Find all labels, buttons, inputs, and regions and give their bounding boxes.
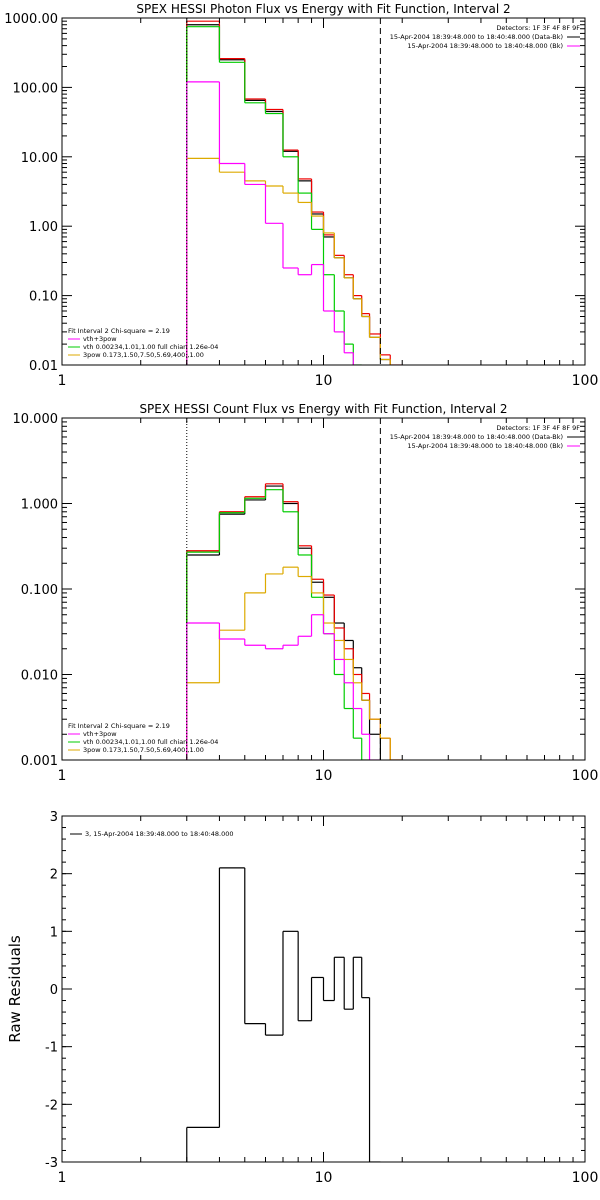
y-tick-label: 2: [50, 868, 58, 883]
data-layer: [186, 20, 403, 365]
y-tick-label: 0: [50, 983, 58, 998]
fit-legend-label: vth+3pow: [83, 335, 117, 343]
y-tick-label: -1: [45, 1041, 58, 1056]
fit-legend-header: Fit Interval 2 Chi-square = 2.19: [68, 327, 170, 335]
y-tick-label: 0.010: [21, 669, 58, 684]
data-layer: [186, 867, 381, 1162]
fit-legend-header: Fit Interval 2 Chi-square = 2.19: [68, 722, 170, 730]
y-tick-label: 0.100: [21, 583, 58, 598]
legend-detectors: Detectors: 1F 3F 4F 8F 9F: [496, 424, 580, 432]
x-tick-label: 1: [58, 1170, 67, 1186]
plot-frame: [61, 17, 586, 366]
fit-legend-label: vth+3pow: [83, 730, 117, 738]
panel-1: SPEX HESSI Photon Flux vs Energy with Fi…: [4, 2, 598, 389]
panel-3: 1 10 100 -3 -2 -1 0 1 2 3 Raw Residuals 3, 15-Apr-2…: [6, 810, 598, 1186]
y-tick-label: 10.00: [21, 151, 58, 166]
x-tick-label: 10: [315, 1170, 333, 1186]
x-tick-label: 100: [572, 373, 599, 389]
legend-data-label: 15-Apr-2004 18:39:48.000 to 18:40:48.000…: [390, 33, 563, 41]
series-bk: [186, 614, 381, 760]
residual-legend-label: 3, 15-Apr-2004 18:39:48.000 to 18:40:48.…: [85, 830, 234, 838]
x-tick-label: 100: [572, 768, 599, 784]
y-tick-label: 100.00: [13, 81, 59, 96]
x-tick-label: 10: [315, 373, 333, 389]
series-residuals: [186, 867, 381, 1162]
fit-legend-label: 3pow 0.173,1.50,7.50,5.69,400.,1.00: [83, 746, 204, 754]
legend-bk-label: 15-Apr-2004 18:39:48.000 to 18:40:48.000…: [407, 42, 563, 50]
y-axis-label: Raw Residuals: [6, 935, 24, 1043]
legend-data-label: 15-Apr-2004 18:39:48.000 to 18:40:48.000…: [390, 433, 563, 441]
x-tick-label: 10: [315, 768, 333, 784]
series-vth: [186, 26, 362, 365]
series-vth: [186, 489, 370, 760]
panel-2: SPEX HESSI Count Flux vs Energy with Fit…: [13, 402, 599, 784]
fit-legend-label: vth 0.00234,1.01,1.00 full chian 1.26e-0…: [83, 738, 218, 746]
y-tick-label: -3: [45, 1156, 58, 1171]
y-tick-label: 0.001: [21, 754, 58, 769]
y-tick-label: 10.000: [13, 412, 59, 427]
chart-title: SPEX HESSI Count Flux vs Energy with Fit…: [139, 402, 507, 416]
chart-title: SPEX HESSI Photon Flux vs Energy with Fi…: [136, 2, 510, 16]
y-tick-label: 0.10: [29, 290, 58, 305]
legend-bk-label: 15-Apr-2004 18:39:48.000 to 18:40:48.000…: [407, 442, 563, 450]
y-tick-label: 1.00: [29, 220, 58, 235]
y-tick-label: -2: [45, 1098, 58, 1113]
x-tick-label: 1: [58, 768, 67, 784]
y-tick-label: 1: [50, 925, 58, 940]
data-layer: [186, 483, 403, 760]
y-tick-label: 3: [50, 810, 58, 825]
series-bk: [186, 81, 354, 365]
y-tick-label: 0.01: [29, 359, 58, 374]
x-tick-label: 1: [58, 373, 67, 389]
legend-detectors: Detectors: 1F 3F 4F 8F 9F: [496, 24, 580, 32]
fit-legend-label: vth 0.00234,1.01,1.00 full chian 1.26e-0…: [83, 343, 218, 351]
series-3pow: [186, 157, 391, 365]
series-data-bk: [186, 24, 391, 365]
y-tick-label: 1000.00: [4, 12, 58, 27]
y-tick-label: 1.000: [21, 498, 58, 513]
fit-legend-label: 3pow 0.173,1.50,7.50,5.69,400.,1.00: [83, 351, 204, 359]
x-tick-label: 100: [572, 1170, 599, 1186]
